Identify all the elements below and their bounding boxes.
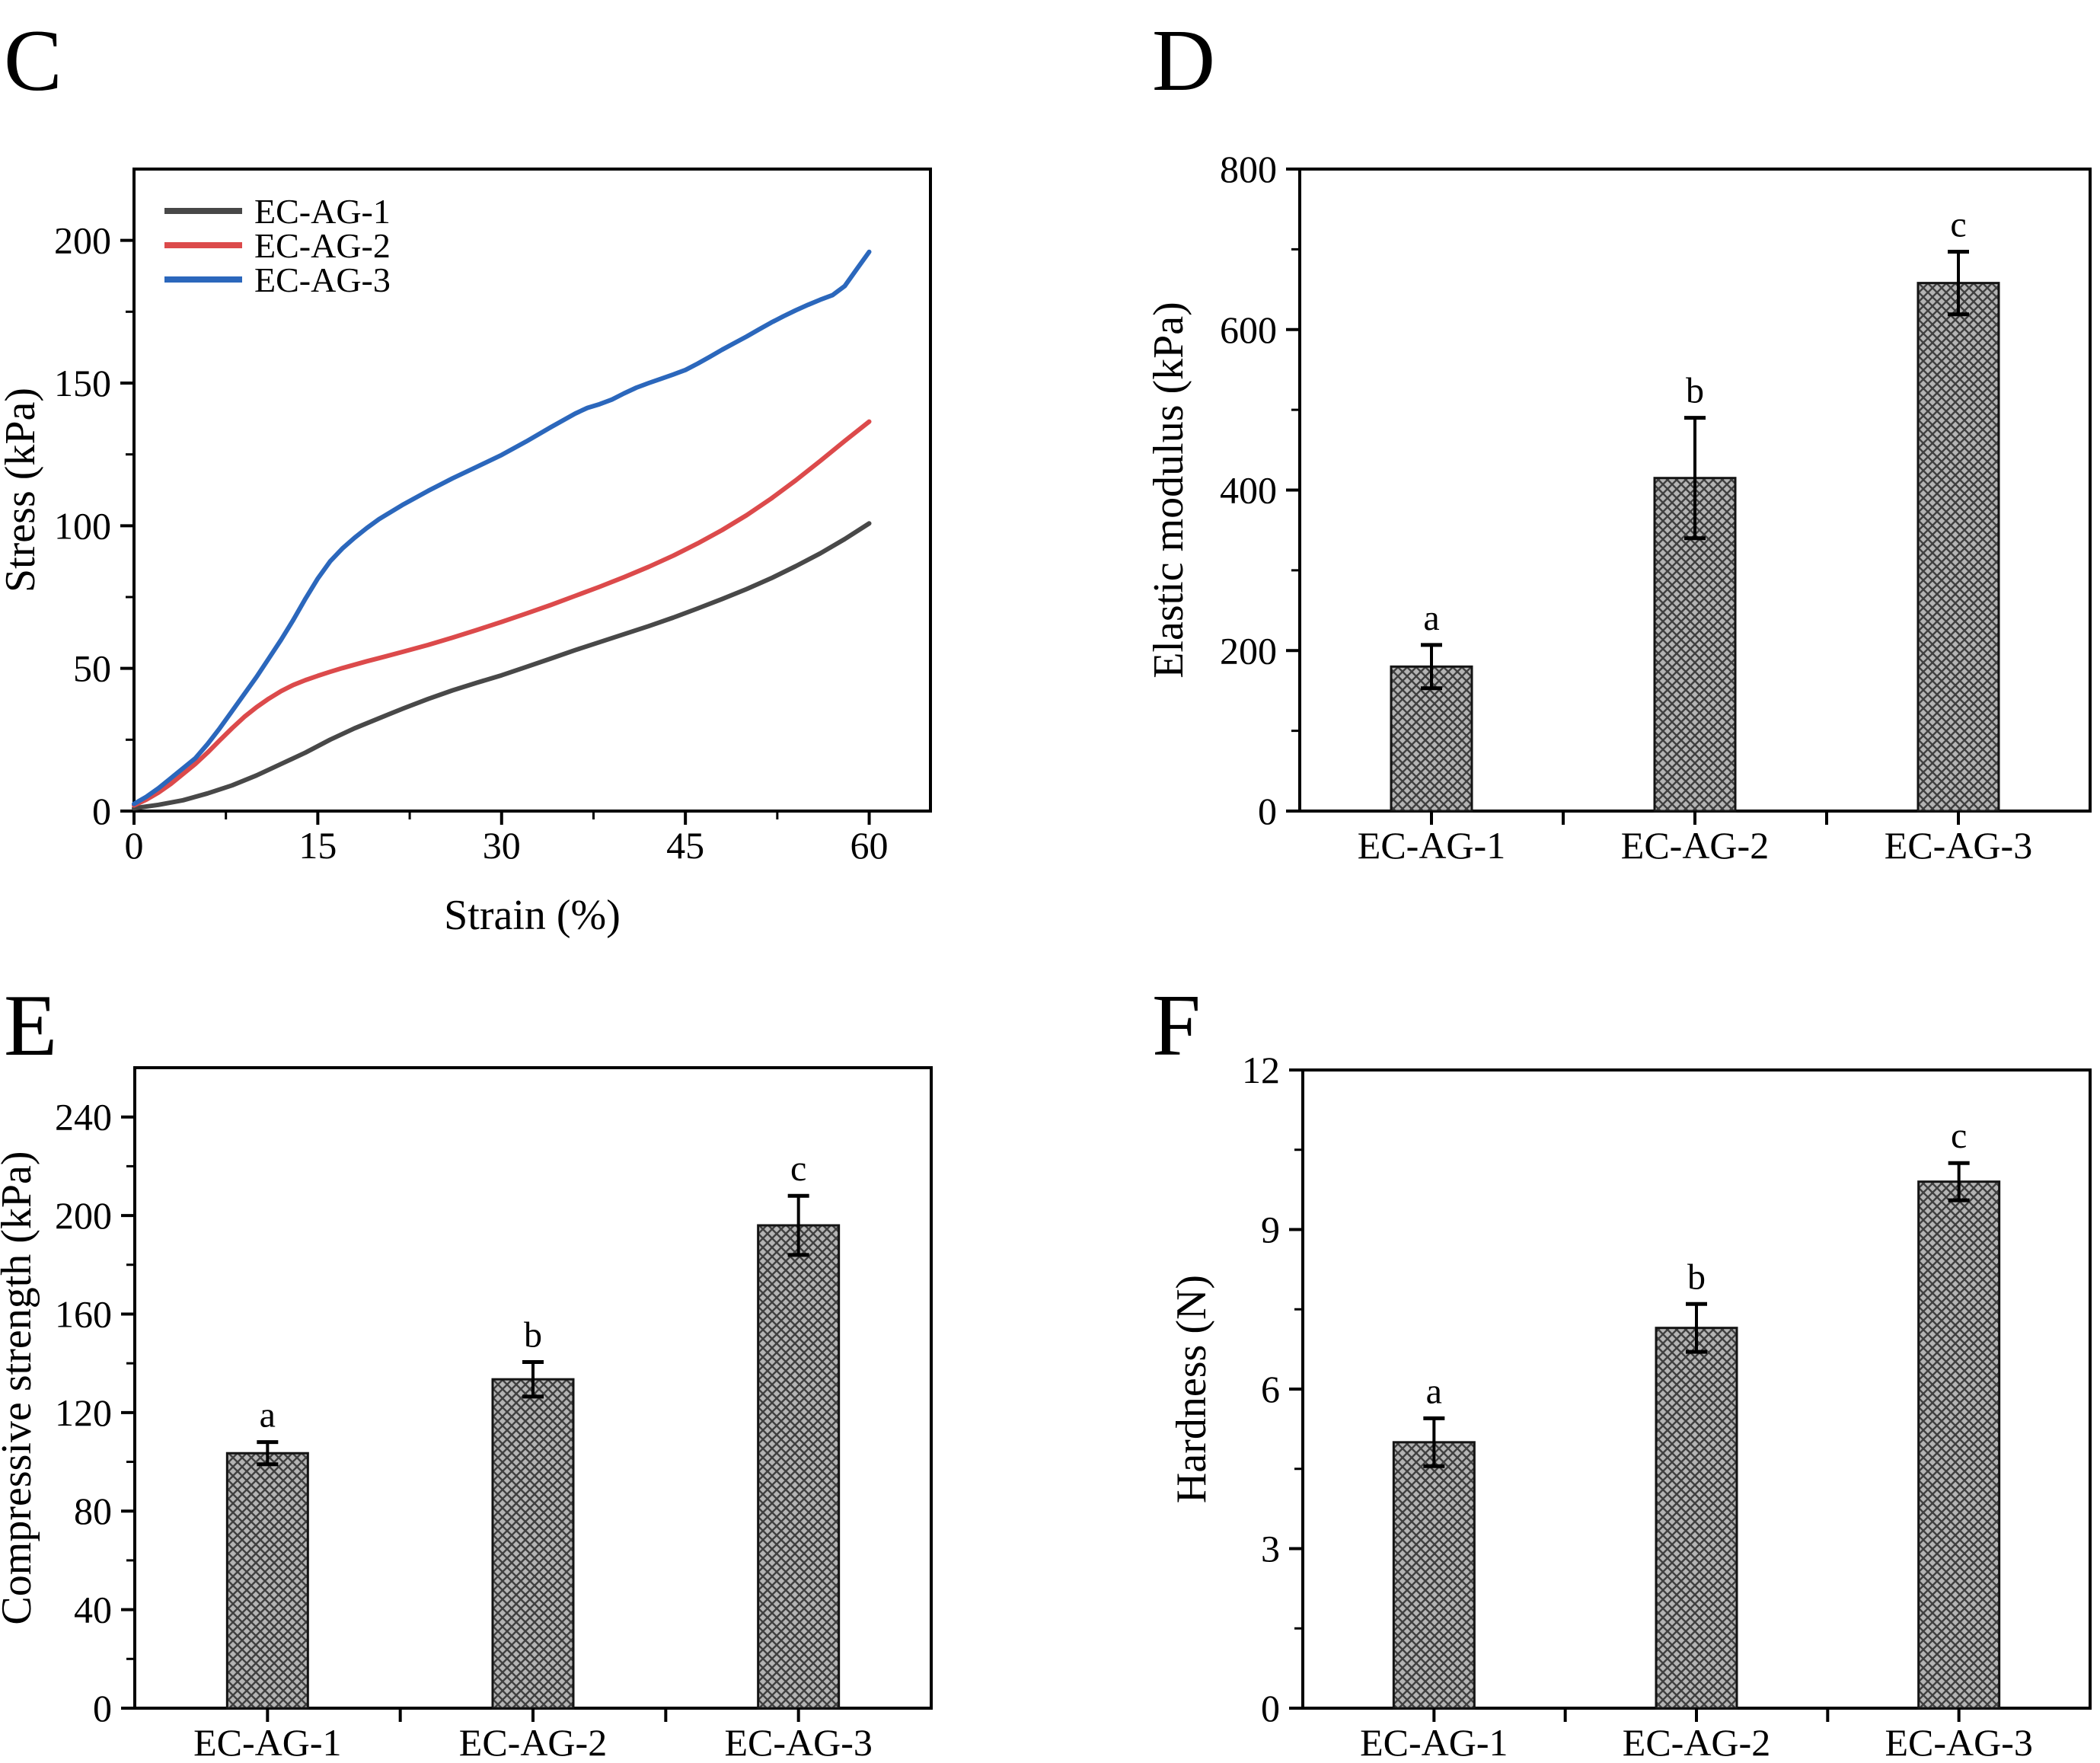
panel-C: 0 50 100 150 200 Stress (kPa) C 0 15 30 45 60 Strain…	[0, 12, 932, 939]
curve-EC-AG-1	[132, 521, 872, 811]
bar-EC-AG-1	[225, 1452, 309, 1710]
plot-frame	[132, 168, 932, 813]
sig-label-EC-AG-1: a	[260, 1395, 276, 1436]
legend-label-EC-AG-2: EC-AG-2	[254, 226, 391, 265]
category-label-EC-AG-2: EC-AG-2	[1621, 824, 1769, 867]
y-tick-label: 160	[55, 1292, 112, 1335]
y-axis-label: Hardness (N)	[1168, 1275, 1215, 1503]
category-label-EC-AG-1: EC-AG-1	[1360, 1721, 1508, 1763]
y-tick-label: 0	[1258, 790, 1277, 832]
category-label-EC-AG-3: EC-AG-3	[1885, 824, 2032, 867]
panel-E: 0 40 80 120 160 200 240 Compressive strength (k…	[0, 977, 933, 1763]
category-label-EC-AG-2: EC-AG-2	[459, 1721, 607, 1763]
x-axis-label: Strain (%)	[444, 892, 621, 939]
y-tick-label: 9	[1261, 1209, 1280, 1251]
sig-label-EC-AG-1: a	[1426, 1371, 1442, 1411]
bar-EC-AG-3	[757, 1224, 841, 1710]
y-tick-label: 200	[55, 1194, 112, 1237]
y-axis-label: Compressive strength (kPa)	[0, 1151, 40, 1624]
bar-EC-AG-1	[1392, 1441, 1476, 1710]
panel-letter-F: F	[1152, 977, 1201, 1074]
panel-F: 0 3 6 9 12 Hardness (N) Fa EC-AG-1 b EC-AG-2 c EC-A…	[1152, 977, 2092, 1763]
y-tick-label: 200	[1220, 629, 1277, 672]
panel-letter-D: D	[1152, 12, 1215, 109]
bar-EC-AG-3	[1916, 282, 2000, 813]
sig-label-EC-AG-3: c	[1951, 1116, 1967, 1156]
y-tick-label: 0	[92, 790, 111, 832]
y-tick-label: 150	[54, 362, 111, 404]
bar-EC-AG-2	[1655, 1327, 1738, 1710]
sig-label-EC-AG-2: b	[1686, 371, 1704, 411]
y-tick-label: 800	[1220, 148, 1277, 190]
legend-label-EC-AG-1: EC-AG-1	[254, 192, 391, 231]
y-tick-label: 0	[1261, 1687, 1280, 1729]
sig-label-EC-AG-3: c	[1950, 205, 1966, 245]
sig-label-EC-AG-2: b	[1687, 1257, 1706, 1297]
panel-letter-E: E	[4, 977, 57, 1074]
y-tick-label: 600	[1220, 308, 1277, 351]
panel-letter-C: C	[4, 12, 62, 109]
y-tick-label: 6	[1261, 1368, 1280, 1410]
y-tick-label: 400	[1220, 469, 1277, 512]
panel-D: 0 200 400 600 800 Elastic modulus (kPa) Da EC-A…	[1145, 12, 2092, 867]
y-tick-label: 3	[1261, 1528, 1280, 1570]
y-tick-label: 0	[93, 1687, 112, 1729]
y-tick-label: 200	[54, 219, 111, 262]
x-tick-label: 30	[483, 824, 521, 867]
curve-EC-AG-3	[132, 249, 872, 806]
sig-label-EC-AG-2: b	[524, 1315, 542, 1356]
curve-EC-AG-2	[132, 419, 872, 808]
legend-label-EC-AG-3: EC-AG-3	[254, 260, 391, 299]
bar-EC-AG-1	[1390, 665, 1473, 813]
bar-EC-AG-2	[491, 1378, 575, 1710]
sig-label-EC-AG-1: a	[1423, 598, 1439, 638]
category-label-EC-AG-2: EC-AG-2	[1623, 1721, 1770, 1763]
category-label-EC-AG-3: EC-AG-3	[1885, 1721, 2032, 1763]
category-label-EC-AG-3: EC-AG-3	[724, 1721, 872, 1763]
y-tick-label: 80	[74, 1490, 112, 1532]
legend: EC-AG-1EC-AG-2EC-AG-3	[164, 192, 391, 299]
y-tick-label: 40	[74, 1589, 112, 1631]
y-tick-label: 12	[1242, 1049, 1280, 1091]
y-axis-label: Stress (kPa)	[0, 388, 44, 592]
category-label-EC-AG-1: EC-AG-1	[1358, 824, 1505, 867]
y-tick-label: 120	[55, 1391, 112, 1434]
x-tick-label: 0	[125, 824, 144, 867]
y-tick-label: 100	[54, 504, 111, 547]
x-tick-label: 45	[666, 824, 704, 867]
sig-label-EC-AG-3: c	[790, 1148, 806, 1189]
y-tick-label: 50	[73, 647, 111, 690]
x-tick-label: 60	[851, 824, 889, 867]
x-tick-label: 15	[298, 824, 337, 867]
bar-EC-AG-3	[1917, 1180, 2001, 1710]
y-tick-label: 240	[55, 1096, 112, 1139]
y-axis-label: Elastic modulus (kPa)	[1145, 302, 1192, 679]
category-label-EC-AG-1: EC-AG-1	[193, 1721, 341, 1763]
